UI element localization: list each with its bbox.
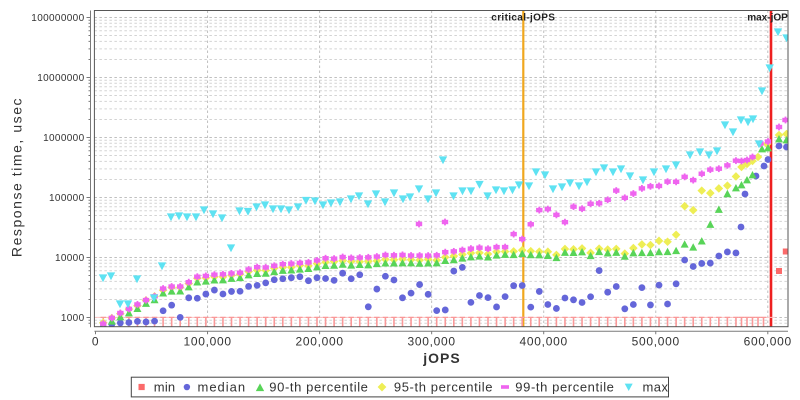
svg-text:90-th percentile: 90-th percentile bbox=[269, 380, 368, 395]
svg-text:100000: 100000 bbox=[49, 193, 85, 204]
svg-text:1000: 1000 bbox=[61, 313, 85, 324]
svg-text:300,000: 300,000 bbox=[407, 335, 455, 349]
svg-text:Response time, usec: Response time, usec bbox=[9, 97, 25, 257]
svg-text:jOPS: jOPS bbox=[422, 350, 460, 366]
svg-text:500,000: 500,000 bbox=[632, 335, 680, 349]
svg-text:400,000: 400,000 bbox=[520, 335, 568, 349]
svg-text:10000000: 10000000 bbox=[37, 73, 84, 84]
svg-text:100,000: 100,000 bbox=[183, 335, 231, 349]
svg-text:100000000: 100000000 bbox=[31, 13, 84, 24]
svg-text:max: max bbox=[643, 380, 669, 395]
svg-text:median: median bbox=[198, 380, 247, 395]
svg-text:200,000: 200,000 bbox=[295, 335, 343, 349]
svg-text:99-th percentile: 99-th percentile bbox=[515, 380, 614, 395]
svg-text:10000: 10000 bbox=[55, 253, 85, 264]
svg-text:0: 0 bbox=[92, 335, 99, 349]
svg-text:95-th percentile: 95-th percentile bbox=[394, 380, 493, 395]
svg-text:min: min bbox=[154, 380, 176, 395]
svg-text:1000000: 1000000 bbox=[43, 133, 84, 144]
svg-text:max-jOP: max-jOP bbox=[747, 13, 788, 24]
svg-text:critical-jOPS: critical-jOPS bbox=[491, 13, 555, 24]
svg-text:600,000: 600,000 bbox=[744, 335, 792, 349]
